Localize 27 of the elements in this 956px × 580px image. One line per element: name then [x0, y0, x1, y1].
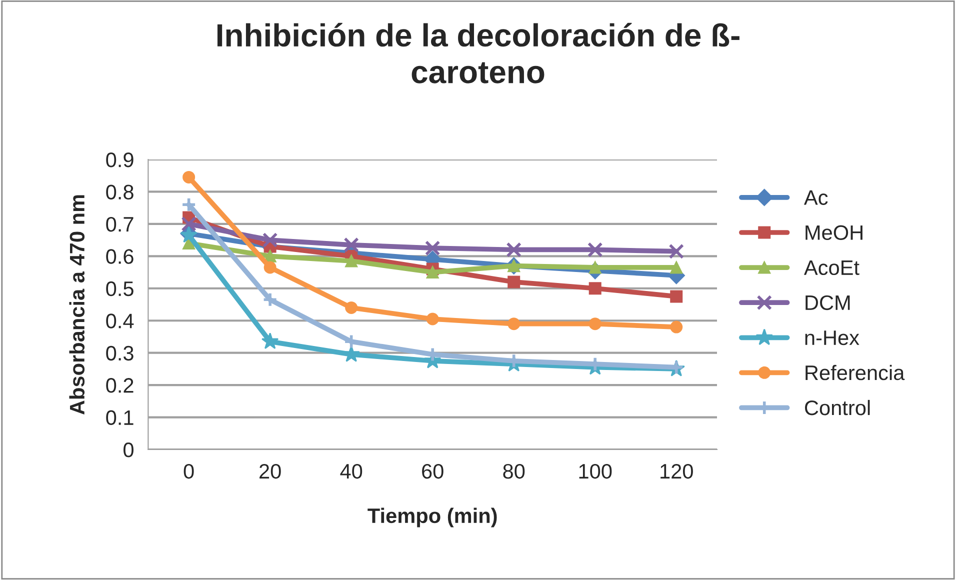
y-tick-label: 0 [124, 442, 134, 458]
y-tick-label: 0.7 [106, 216, 134, 232]
legend-label: Ac [804, 190, 828, 205]
legend-label: Control [804, 400, 870, 416]
legend-label: DCM [806, 295, 850, 310]
y-tick-label: 0.5 [106, 281, 134, 296]
y-tick-label: 0.3 [106, 346, 134, 361]
x-tick-label: 80 [503, 464, 525, 479]
y-tick-label: 0.1 [106, 410, 134, 426]
legend-label: n-Hex [805, 330, 860, 346]
legend-label: MeOH [806, 225, 862, 240]
legend-label: AcoEt [804, 260, 860, 276]
y-tick-label: 0.2 [106, 378, 134, 393]
x-tick-label: 0 [184, 464, 194, 479]
x-tick-label: 120 [660, 464, 693, 479]
x-tick-label: 20 [260, 464, 281, 479]
y-tick-label: 0.8 [106, 184, 134, 200]
legend-label: Referencia [806, 364, 905, 380]
y-axis-title: Absorbancia a 470 nm [69, 195, 85, 415]
y-tick-label: 0.4 [106, 314, 134, 328]
x-tick-label: 60 [422, 464, 444, 479]
x-tick-label: 100 [579, 464, 612, 479]
chart-title: Inhibición de la decoloración de ß- caroteno [217, 22, 740, 84]
x-axis-title: Tiempo (min) [368, 508, 497, 528]
x-tick-label: 40 [340, 464, 362, 479]
y-tick-label: 0.9 [106, 152, 134, 168]
y-tick-label: 0.6 [106, 249, 134, 264]
